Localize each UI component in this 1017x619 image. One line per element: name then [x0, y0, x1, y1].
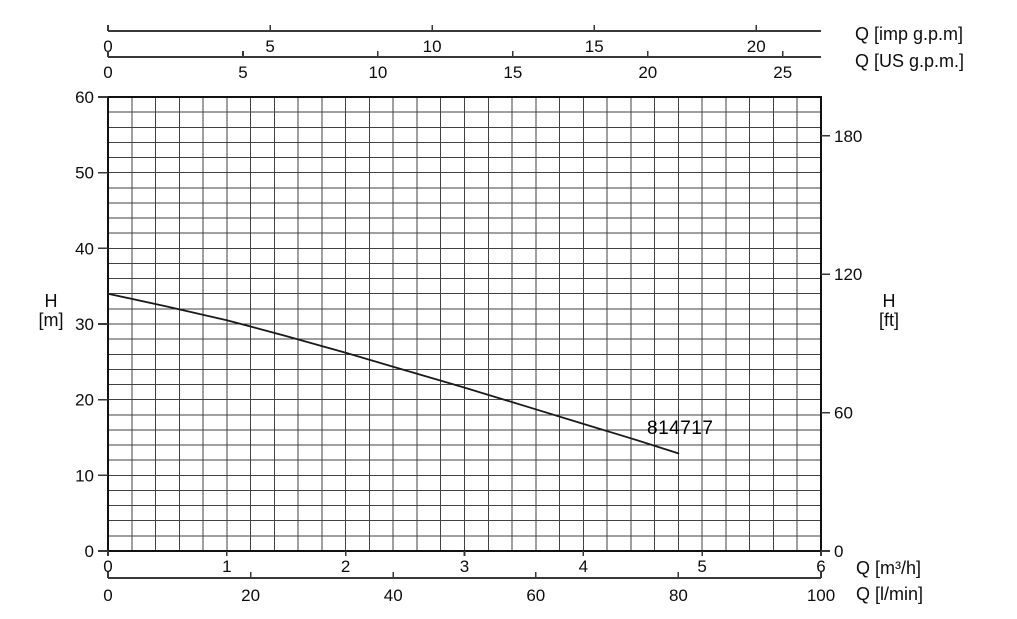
bottom-axis-unit-lmin: Q [l/min]: [856, 584, 924, 604]
left-axis-tick-label: 60: [75, 88, 94, 107]
lmin-axis-tick-label: 60: [526, 586, 545, 605]
right-axis-unit-line2: [ft]: [878, 310, 899, 330]
left-axis-tick-label: 30: [75, 315, 94, 334]
us-axis-tick-label: 10: [368, 63, 387, 82]
us-axis-tick-label: 0: [103, 63, 112, 82]
bottom-axis-tick-label: 0: [103, 557, 112, 576]
curve-label-814717: 814717: [647, 418, 714, 439]
left-axis-tick-label: 40: [75, 239, 94, 258]
bottom-axis-tick-label: 4: [579, 557, 588, 576]
top-axis-unit-imp-gpm: Q [imp g.p.m]: [855, 24, 964, 44]
us-axis-tick-label: 25: [773, 63, 792, 82]
imp-axis-tick-label: 20: [747, 37, 766, 56]
lmin-axis-tick-label: 80: [669, 586, 688, 605]
left-axis-tick-label: 0: [85, 542, 94, 561]
us-axis-tick-label: 20: [638, 63, 657, 82]
right-axis-tick-label: 180: [834, 127, 862, 146]
left-axis-tick-label: 50: [75, 164, 94, 183]
imp-axis-tick-label: 0: [103, 37, 112, 56]
top-axis-unit-us-gpm: Q [US g.p.m.]: [855, 51, 965, 71]
imp-axis-tick-label: 5: [265, 37, 274, 56]
right-axis-tick-label: 60: [834, 404, 853, 423]
lmin-axis-tick-label: 100: [807, 586, 835, 605]
lmin-axis-tick-label: 40: [384, 586, 403, 605]
bottom-axis-tick-label: 3: [460, 557, 469, 576]
left-axis-unit-line2: [m]: [38, 310, 64, 330]
right-axis-tick-label: 0: [834, 542, 843, 561]
pump-curve-814717: [107, 292, 680, 455]
bottom-axis-tick-label: 5: [697, 557, 706, 576]
imp-axis-tick-label: 15: [585, 37, 604, 56]
right-axis-unit-line1: H: [882, 291, 896, 311]
us-axis-tick-label: 5: [238, 63, 247, 82]
bottom-axis-tick-label: 2: [341, 557, 350, 576]
left-axis-unit-line1: H: [44, 291, 58, 311]
right-axis-tick-label: 120: [834, 265, 862, 284]
imp-axis-tick-label: 10: [423, 37, 442, 56]
right-axis-unit-h-ft: H [ft]: [865, 292, 913, 330]
lmin-axis-tick-label: 0: [103, 586, 112, 605]
bottom-axis-tick-label: 1: [222, 557, 231, 576]
bottom-axis-tick-label: 6: [816, 557, 825, 576]
left-axis-tick-label: 20: [75, 391, 94, 410]
bottom-axis-unit-m3h: Q [m³/h]: [856, 558, 922, 578]
us-axis-tick-label: 15: [503, 63, 522, 82]
left-axis-tick-label: 10: [75, 466, 94, 485]
left-axis-unit-h-m: H [m]: [27, 292, 75, 330]
lmin-axis-tick-label: 20: [241, 586, 260, 605]
